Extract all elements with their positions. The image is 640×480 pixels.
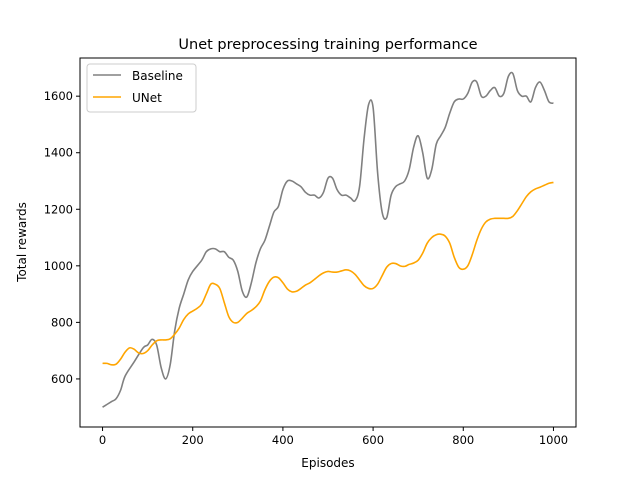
y-tick-label: 1200 xyxy=(44,202,73,216)
y-tick-label: 1400 xyxy=(44,146,73,160)
y-tick-label: 1600 xyxy=(44,89,73,103)
legend-box xyxy=(86,63,197,113)
plot-frame xyxy=(79,57,577,428)
legend-label-baseline: Baseline xyxy=(132,69,183,83)
legend: Baseline UNet xyxy=(86,63,197,113)
x-tick-label: 600 xyxy=(362,433,384,447)
y-tick-label: 800 xyxy=(51,315,73,329)
x-axis-label: Episodes xyxy=(301,456,354,470)
y-tick-label: 1000 xyxy=(44,259,73,273)
x-tick-label: 1000 xyxy=(539,433,568,447)
x-tick-label: 0 xyxy=(99,433,106,447)
series-layer xyxy=(102,71,554,408)
x-tick-label: 400 xyxy=(272,433,294,447)
x-axis-ticks: 0 200 400 600 800 1000 xyxy=(99,427,568,447)
y-axis-label: Total rewards xyxy=(15,202,29,283)
x-tick-label: 800 xyxy=(452,433,474,447)
x-tick-label: 200 xyxy=(182,433,204,447)
series-line-unet xyxy=(102,181,554,366)
y-tick-label: 600 xyxy=(51,372,73,386)
legend-label-unet: UNet xyxy=(132,91,162,105)
chart-title: Unet preprocessing training performance xyxy=(178,37,477,53)
y-axis-ticks: 600 800 1000 1200 1400 1600 xyxy=(44,89,80,386)
series-line-baseline xyxy=(102,71,554,408)
